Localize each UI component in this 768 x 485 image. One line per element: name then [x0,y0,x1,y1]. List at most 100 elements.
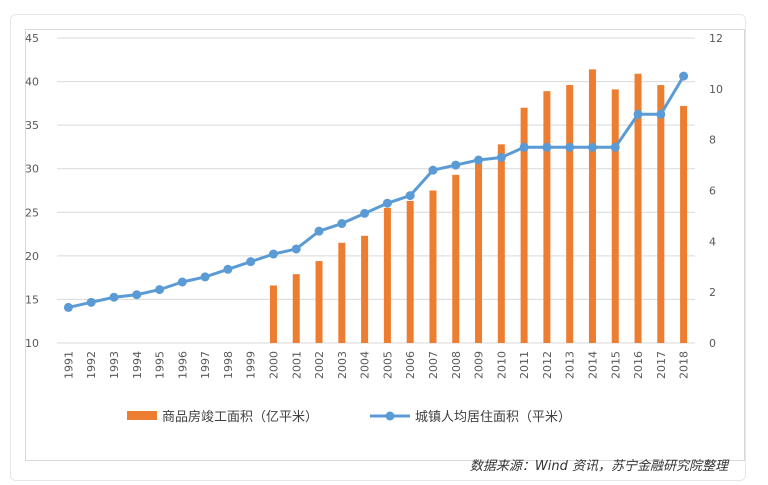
x-tick-label: 2004 [359,351,372,379]
line-point [360,208,370,218]
x-tick-label: 2011 [518,351,531,379]
x-tick-label: 2018 [678,351,691,379]
source-note: 数据来源：Wind 资讯，苏宁金融研究院整理 [469,459,728,474]
x-tick-label: 1994 [131,351,144,379]
line-point [610,142,620,152]
x-tick-label: 2008 [450,351,463,379]
line-point [496,152,506,162]
series-line [68,75,685,309]
x-tick-label: 2013 [564,351,577,379]
line-series [63,71,689,312]
line-point [155,285,165,295]
bar [292,274,300,343]
line-point [63,302,73,312]
bar [634,73,642,343]
left-tick-label: 20 [25,250,39,263]
right-tick-label: 10 [709,83,723,96]
right-tick-label: 8 [709,134,716,147]
bar [383,207,391,343]
line-point [474,155,484,165]
chart-card [10,14,746,481]
right-tick-label: 12 [709,32,723,45]
x-tick-label: 2002 [313,351,326,379]
x-axis-ticks: 1991 1992 1993 1994 1995 1996 1997 1998 1999 2000… [62,351,690,379]
line-point [314,226,324,236]
bar [566,85,574,344]
right-tick-label: 6 [709,185,716,198]
x-tick-label: 1993 [108,351,121,379]
bar [406,200,414,343]
x-tick-label: 1992 [85,351,98,379]
line-point [109,292,119,302]
x-tick-label: 2009 [473,351,486,379]
right-tick-label: 0 [709,337,716,350]
line-point [86,297,96,307]
legend-line-marker [385,411,395,421]
left-tick-label: 10 [25,337,39,350]
grid-lines [57,37,695,344]
legend: 商品房竣工面积（亿平米） 城镇人均居住面积（平米） [127,409,571,425]
x-tick-label: 1998 [222,351,235,379]
line-point [246,257,256,267]
bar [543,91,551,344]
bar [497,144,505,343]
x-tick-label: 1991 [62,351,75,379]
bar [338,242,346,343]
line-point [542,142,552,152]
line-point [451,160,461,170]
x-tick-label: 1995 [154,351,167,379]
bar [680,105,688,343]
legend-line-label: 城镇人均居住面积（平米） [415,410,571,425]
x-tick-label: 2016 [632,351,645,379]
bar [588,69,596,343]
x-tick-label: 1996 [176,351,189,379]
left-tick-label: 35 [25,119,39,132]
x-tick-label: 2001 [290,351,303,379]
line-point [565,142,575,152]
right-tick-label: 4 [709,235,716,248]
line-point [268,249,278,259]
line-point [428,165,438,175]
left-tick-label: 40 [25,76,39,89]
bar [269,285,277,343]
line-point [633,109,643,119]
line-point [382,198,392,208]
line-point [337,219,347,229]
left-tick-label: 45 [25,32,39,45]
left-tick-label: 30 [25,163,39,176]
x-tick-label: 2017 [655,351,668,379]
line-point [132,290,142,300]
x-tick-label: 2015 [609,351,622,379]
bar-series [269,69,688,344]
bar [475,160,483,343]
bar [520,107,528,343]
line-point [200,272,210,282]
x-tick-label: 1999 [245,351,258,379]
bar [452,174,460,343]
line-point [223,264,233,274]
x-tick-label: 2000 [267,351,280,379]
line-point [405,191,415,201]
x-tick-label: 2003 [336,351,349,379]
x-tick-label: 2014 [586,351,599,379]
bar [315,261,323,343]
line-point [177,277,187,287]
bar [611,89,619,344]
line-point [519,142,529,152]
x-tick-label: 2007 [427,351,440,379]
x-tick-label: 2010 [495,351,508,379]
bar [657,85,665,344]
line-point [587,142,597,152]
x-tick-label: 1997 [199,351,212,379]
left-tick-label: 15 [25,293,39,306]
left-axis-ticks: 10 15 20 25 30 35 40 45 [25,32,39,350]
x-tick-label: 2005 [381,351,394,379]
legend-bar-swatch [127,411,157,420]
x-tick-label: 2012 [541,351,554,379]
bar [361,235,369,343]
left-tick-label: 25 [25,206,39,219]
right-axis-ticks: 0 2 4 6 8 10 12 [709,32,723,350]
legend-bar-label: 商品房竣工面积（亿平米） [162,409,318,425]
bar [429,190,437,343]
